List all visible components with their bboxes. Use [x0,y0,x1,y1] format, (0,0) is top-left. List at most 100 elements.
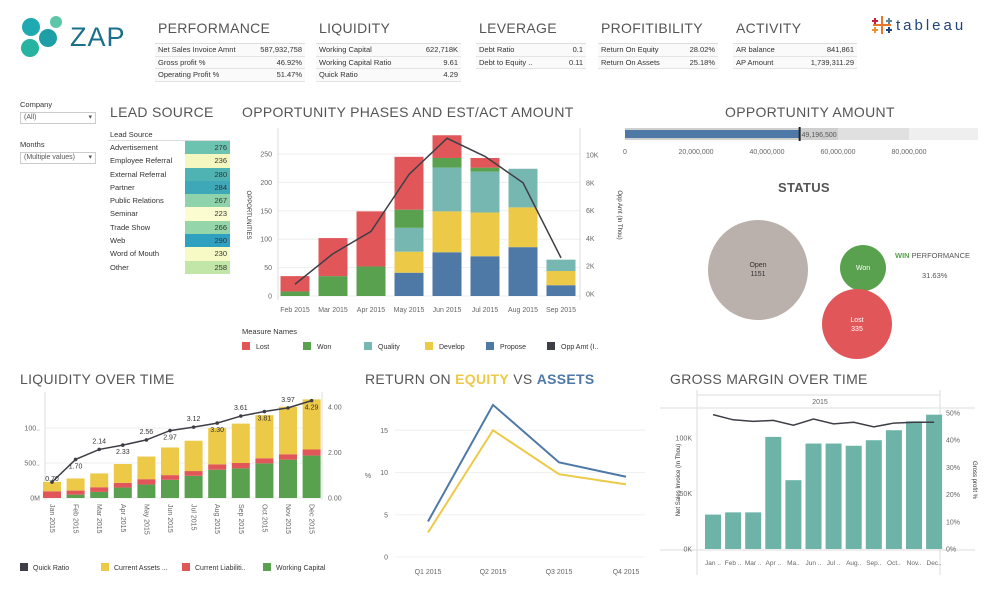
bar-won [161,479,179,498]
legend-swatch [364,342,372,350]
legend-item: Lost [256,344,269,351]
y-tick-label: 0 [384,555,388,562]
bar-lost [255,458,274,464]
tableau-logo-icon [872,16,892,34]
kpi-row: Debt to Equity .. 0.11 [476,56,586,69]
lead-source-name: Public Relations [110,196,164,206]
kpi-table: AR balance 841,861 AP Amount 1,739,311.29 [733,43,857,69]
bubble-label: Lost [850,317,863,324]
lead-source-name: Word of Mouth [110,249,160,259]
legend-swatch [263,563,271,571]
y-tick-label: 500.. [24,461,40,468]
bar-net-sales [765,436,782,549]
kpi-row: AR balance 841,861 [733,44,857,57]
y-tick-label: 100K [676,436,693,443]
x-tick-label: Dec 2015 [308,504,315,534]
bar-net-sales [865,440,882,549]
kpi-value: 28.02% [689,45,715,54]
lead-source-row[interactable]: Other 258 [108,260,230,274]
x-tick-label: Mar 2015 [95,504,102,534]
kpi-row: AP Amount 1,739,311.29 [733,56,857,69]
kpi-value: 4.29 [443,70,458,79]
bullet-value-label: 49,196,500 [802,132,837,139]
lead-source-row[interactable]: Partner 284 [108,180,230,195]
lead-source-row[interactable]: Employee Referral 236 [108,154,230,168]
x-tick-label: Feb 2015 [280,307,310,314]
lead-source-row[interactable]: Public Relations 267 [108,194,230,208]
legend-swatch [486,342,494,350]
bullet-band [625,128,978,140]
bar-quality [394,227,424,252]
bar-lost [184,471,203,476]
kpi-title: LEVERAGE [479,20,557,36]
lead-source-row[interactable]: Advertisement 276 [108,141,230,155]
legend-item: Current Assets ... [114,565,168,572]
y2-tick-label: 8K [586,180,595,187]
legend-swatch [101,563,109,571]
months-filter-select[interactable]: (Multiple values) ▾ [20,152,96,164]
legend-item: Current Liabiliti.. [195,565,246,572]
kpi-row: Quick Ratio 4.29 [316,69,461,82]
kpi-row: Working Capital 622,718K [316,44,461,57]
y2-tick-label: 4K [586,236,595,243]
opp-amt-line [294,137,562,285]
bar-won [137,484,156,498]
bar-lost [161,475,179,480]
lead-source-row[interactable]: Web 290 [108,234,230,248]
lead-source-row[interactable]: Seminar 223 [108,207,230,221]
legend-title: Measure Names [242,327,298,336]
data-label: 4.29 [305,405,319,412]
bar-net-sales [745,512,762,549]
x-tick-label: Nov.. [907,560,922,567]
lead-source-row[interactable]: Word of Mouth 230 [108,247,230,261]
data-label: 3.61 [234,405,248,412]
lead-source-count: 236 [185,154,230,168]
x-tick-label: Jul 2015 [472,307,499,314]
company-filter-label: Company [20,100,53,109]
lead-source-table: Lead Source Advertisement 276 Employee Ref… [108,128,230,274]
y2-tick-label: 4.00 [328,405,342,412]
bar-won [113,487,132,498]
y2-tick-label: 6K [586,208,595,215]
x-tick-label: Oct.. [887,560,901,567]
win-performance: WIN PERFORMANCE [895,251,970,260]
lead-source-count: 280 [185,167,230,181]
bar-develop [161,447,179,476]
lead-source-row[interactable]: External Referral 280 [108,167,230,181]
bar-develop [394,251,424,273]
quick-ratio-point [215,421,219,425]
company-filter-select[interactable]: (All) ▾ [20,112,96,124]
y-tick-label: 200 [260,180,272,187]
y2-axis-label: Opp Amt (In Thou) [616,190,622,239]
bar-net-sales [845,445,862,549]
win-label: WIN [895,251,910,260]
y2-tick-label: 2.00 [328,450,342,457]
y-tick-label: 10 [380,470,388,477]
opportunity-amount-title: OPPORTUNITY AMOUNT [725,104,895,120]
y-axis-label: % [365,473,371,480]
y2-tick-label: 0.00 [328,496,342,503]
quick-ratio-line [51,399,312,483]
y2-tick-label: 30% [946,465,960,472]
legend-item: Propose [500,344,526,351]
y-axis-label: OPPORTUNITIES [245,191,251,240]
data-label: 3.81 [258,416,272,423]
opportunity-chart-title: OPPORTUNITY PHASES AND EST/ACT AMOUNT [242,104,574,120]
months-filter-value: (Multiple values) [24,154,75,161]
bar-quality [546,259,576,272]
lead-source-row[interactable]: Trade Show 266 [108,220,230,235]
lead-source-name: Partner [110,182,135,192]
bar-propose [470,256,500,296]
quick-ratio-point [286,406,290,410]
bar-won [280,291,310,296]
chevron-down-icon: ▾ [88,114,92,121]
x-tick-label: Q4 2015 [613,569,640,576]
quick-ratio-point [73,457,78,462]
kpi-label: Net Sales Invoice Amnt [158,45,236,54]
x-tick-label: Sep 2015 [237,504,244,534]
kpi-table: Net Sales Invoice Amnt 587,932,758 Gross p… [155,43,305,82]
kpi-label: Debt Ratio [479,45,515,54]
bar-quality [470,171,500,213]
legend-swatch [303,342,311,350]
bar-lost [280,276,310,292]
